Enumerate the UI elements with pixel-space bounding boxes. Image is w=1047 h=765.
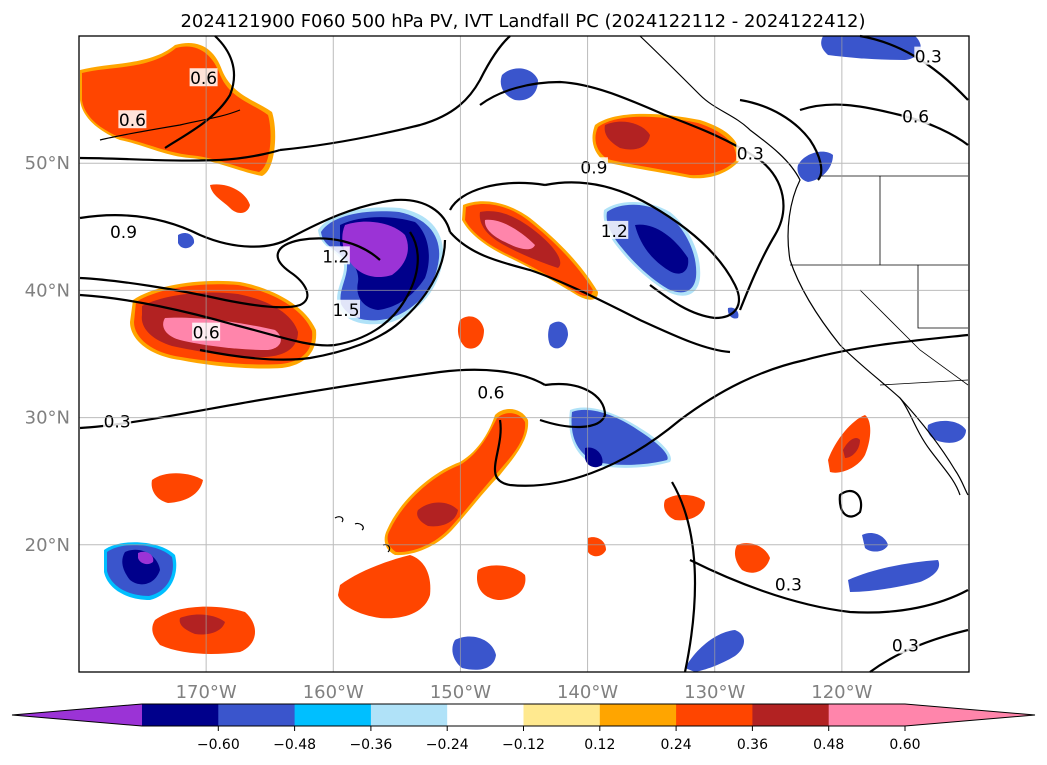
contour-label: 0.9 <box>110 223 137 243</box>
colorbar-segment <box>218 704 296 726</box>
contour-label: 0.6 <box>119 111 146 131</box>
map-title: 2024121900 F060 500 hPa PV, IVT Landfall… <box>180 11 865 32</box>
contour-label-bg <box>189 68 218 87</box>
positive-anomaly-gulf-of-alaska <box>592 113 741 179</box>
contour-label: 0.3 <box>915 48 942 68</box>
lon-tick-label: 160°W <box>303 682 364 703</box>
lon-tick-label: 130°W <box>684 682 745 703</box>
colorbar-segment <box>294 704 372 726</box>
lat-tick-label: 30°N <box>25 408 70 429</box>
contour-label-bg <box>600 220 629 239</box>
contour-label-bg <box>914 46 943 65</box>
positive-anomaly-central-north-pacific <box>130 280 317 369</box>
contour-label-bg <box>332 299 360 318</box>
contour-label: 1.2 <box>601 222 628 242</box>
colorbar-tick-label: −0.36 <box>349 737 392 753</box>
lat-tick-label: 40°N <box>25 280 70 301</box>
colorbar-segment <box>523 704 601 726</box>
contour-label: 1.5 <box>332 301 359 321</box>
contour-labels: 0.60.60.91.21.50.60.30.60.91.20.30.30.60… <box>103 46 943 657</box>
positive-anomaly-east-pacific-north <box>462 201 598 300</box>
contour-label: 0.9 <box>580 158 607 178</box>
colorbar-tick-label: −0.24 <box>426 737 469 753</box>
contour-label-bg <box>321 246 350 265</box>
contour-label: 0.6 <box>902 107 929 127</box>
lon-tick-label: 170°W <box>176 682 237 703</box>
contour-label-bg <box>774 574 803 593</box>
contour-label: 0.3 <box>775 576 802 596</box>
contour-label-bg <box>579 157 608 176</box>
contour-label: 0.3 <box>737 144 764 164</box>
colorbar-tick-label: −0.48 <box>273 737 316 753</box>
colorbar-segment <box>447 704 524 726</box>
contour-label: 0.6 <box>190 69 217 89</box>
lon-tick-label: 120°W <box>811 682 872 703</box>
colorbar-segment <box>828 704 906 726</box>
lat-tick-label: 50°N <box>25 153 70 174</box>
colorbar-segment <box>370 704 448 726</box>
contour-label: 0.3 <box>892 637 919 657</box>
colorbar-segment <box>599 704 677 726</box>
colorbar-tick-label: 0.24 <box>661 737 692 753</box>
positive-anomaly-small-blobs <box>151 316 871 654</box>
contour-label: 1.2 <box>322 247 349 267</box>
colorbar-tick-label: 0.12 <box>584 737 615 753</box>
colorbar-outline <box>11 703 1036 727</box>
positive-anomaly-nw-pacific <box>80 42 276 214</box>
pv-contours <box>79 34 969 673</box>
colorbar-segment <box>676 704 753 726</box>
state-borders <box>790 175 969 386</box>
contour-label: 0.3 <box>104 413 131 433</box>
colorbar-tick-label: 0.60 <box>889 737 920 753</box>
lon-tick-label: 150°W <box>430 682 491 703</box>
contour-label-bg <box>118 110 147 129</box>
colorbar-tick-label: 0.36 <box>737 737 768 753</box>
contour-label-bg <box>103 411 132 430</box>
colorbar-extend-high <box>905 704 1035 726</box>
colorbar-tick-label: 0.48 <box>813 737 844 753</box>
gridlines <box>79 36 969 672</box>
colorbar-tick-label: −0.12 <box>502 737 545 753</box>
contour-label-bg <box>109 222 138 241</box>
latitude-tick-labels: 20°N 30°N 40°N 50°N <box>25 153 70 556</box>
colorbar-tick-label: −0.60 <box>197 737 240 753</box>
contour-label: 0.6 <box>477 383 504 403</box>
contour-label-bg <box>736 143 765 162</box>
lon-tick-label: 140°W <box>557 682 618 703</box>
contour-label-bg <box>891 635 920 654</box>
map-panel: 0.60.60.91.21.50.60.30.60.91.20.30.30.60… <box>78 34 970 673</box>
contour-label-bg <box>901 106 930 125</box>
longitude-tick-labels: 170°W 160°W 150°W 140°W 130°W 120°W <box>176 682 873 703</box>
coastlines <box>99 35 969 553</box>
colorbar-extend-low <box>12 704 142 726</box>
contour-label-bg <box>476 382 505 401</box>
colorbar-segment <box>752 704 830 726</box>
colorbar: −0.60 −0.48 −0.36 −0.24 −0.12 0.12 0.24 0.36 0.4… <box>11 703 1036 753</box>
negative-anomaly-small-blobs <box>104 36 966 672</box>
colorbar-segment <box>142 704 219 726</box>
lat-tick-label: 20°N <box>25 535 70 556</box>
